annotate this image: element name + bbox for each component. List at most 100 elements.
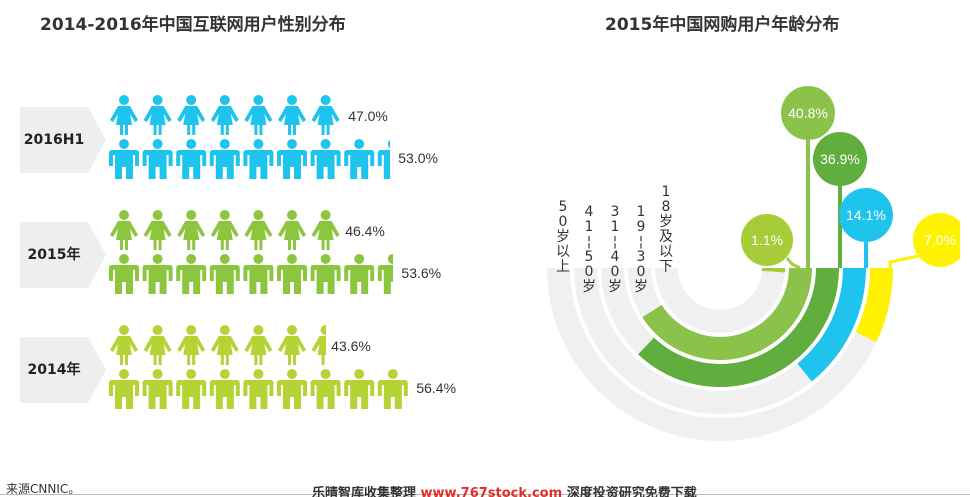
female-figure	[278, 210, 306, 250]
year-tag-line: H1	[62, 132, 85, 148]
male-figure	[142, 139, 173, 179]
category-char: ¦	[638, 234, 644, 250]
male-figure	[377, 254, 394, 294]
ring-track	[574, 268, 866, 414]
year-tag-label: 2016 H1	[20, 107, 88, 173]
male-figure	[109, 369, 139, 409]
female-figure	[244, 325, 273, 365]
male-percent-label: 56.4%	[416, 380, 457, 396]
female-figure	[244, 210, 273, 250]
category-char: 岁	[556, 229, 570, 245]
ring-track	[547, 268, 893, 441]
leader-line	[888, 254, 919, 268]
year-tag-label: 2015 年	[20, 222, 88, 288]
male-figure	[277, 139, 307, 179]
value-label: 36.9%	[820, 151, 860, 167]
category-char: 1	[584, 219, 594, 235]
male-figure	[176, 139, 207, 179]
category-char: 0	[610, 264, 620, 280]
left-chart-title: 2014-2016年中国互联网用户性别分布	[40, 15, 346, 35]
male-figure	[344, 254, 375, 294]
ring-segment	[761, 268, 785, 273]
male-figure	[176, 254, 207, 294]
female-figure	[311, 210, 340, 250]
male-figure	[109, 254, 139, 294]
male-figure	[209, 254, 240, 294]
category-char: 0	[636, 264, 646, 280]
male-figure	[142, 369, 173, 409]
female-figure	[311, 325, 327, 365]
male-figure	[310, 254, 341, 294]
female-figures	[110, 210, 340, 250]
year-tag-line: 2014	[27, 362, 67, 378]
category-char: 5	[584, 249, 594, 265]
male-figure	[243, 139, 274, 179]
female-figure	[278, 95, 306, 135]
female-figure	[110, 325, 138, 365]
female-figure	[110, 95, 138, 135]
category-char: 岁	[608, 279, 622, 295]
female-percent-label: 43.6%	[331, 338, 371, 354]
category-label: 3 1 ¦ 4 0 岁	[606, 205, 624, 295]
female-figure	[210, 95, 239, 135]
female-figure	[210, 325, 239, 365]
ring-segment	[638, 268, 839, 388]
year-tag-shape	[20, 222, 106, 288]
male-percent-label: 53.0%	[398, 150, 438, 166]
female-percent-label: 47.0%	[348, 108, 388, 124]
year-tag: 2015 年	[20, 222, 108, 288]
male-figure	[243, 369, 274, 409]
category-char: 5	[558, 199, 568, 215]
category-char: 1	[636, 204, 646, 220]
female-figure	[177, 95, 206, 135]
value-label: 14.1%	[846, 207, 886, 223]
value-label: 7.0%	[924, 232, 956, 248]
female-figure	[110, 210, 138, 250]
female-figure	[177, 210, 206, 250]
ring-segment	[855, 268, 893, 342]
category-char: 8	[661, 199, 671, 215]
value-bubble	[839, 188, 893, 242]
ring-track	[655, 268, 785, 333]
category-char: ¦	[586, 234, 592, 250]
watermark: 乐晴智库收集整理 www.767stock.com 深度投资研究免费下载	[312, 486, 697, 497]
female-figures	[110, 325, 327, 365]
right-chart-title: 2015年中国网购用户年龄分布	[605, 15, 840, 35]
value-label: 40.8%	[788, 105, 828, 121]
category-char: 以	[556, 244, 570, 260]
female-figure	[143, 325, 172, 365]
female-figure	[210, 210, 239, 250]
ring-segment	[797, 268, 866, 382]
male-figure	[142, 254, 173, 294]
female-figures	[110, 95, 340, 135]
category-char: 1	[661, 184, 671, 200]
category-char: 3	[610, 204, 620, 220]
male-figure	[344, 139, 375, 179]
year-tag-line: 2015	[27, 247, 67, 263]
year-tag-line: 年	[66, 362, 81, 378]
value-bubble	[781, 86, 835, 140]
category-char: 岁	[659, 214, 673, 230]
category-char: 9	[636, 219, 646, 235]
category-char: 4	[610, 249, 620, 265]
category-char: 及	[659, 229, 673, 245]
category-char: 4	[584, 204, 594, 220]
female-figure	[143, 95, 172, 135]
male-figures	[109, 254, 394, 294]
male-figures	[109, 139, 391, 179]
female-figure	[177, 325, 206, 365]
category-char: 上	[556, 259, 570, 275]
watermark-prefix: 乐晴智库收集整理	[312, 486, 421, 497]
male-figure	[377, 139, 391, 179]
category-char: 岁	[634, 279, 648, 295]
male-figure	[377, 369, 408, 409]
value-label: 1.1%	[751, 232, 783, 248]
male-figure	[344, 369, 375, 409]
category-char: 0	[558, 214, 568, 230]
year-tag: 2016 H1	[20, 107, 108, 173]
male-figure	[310, 139, 341, 179]
category-char: 下	[659, 259, 673, 275]
male-figure	[109, 139, 139, 179]
